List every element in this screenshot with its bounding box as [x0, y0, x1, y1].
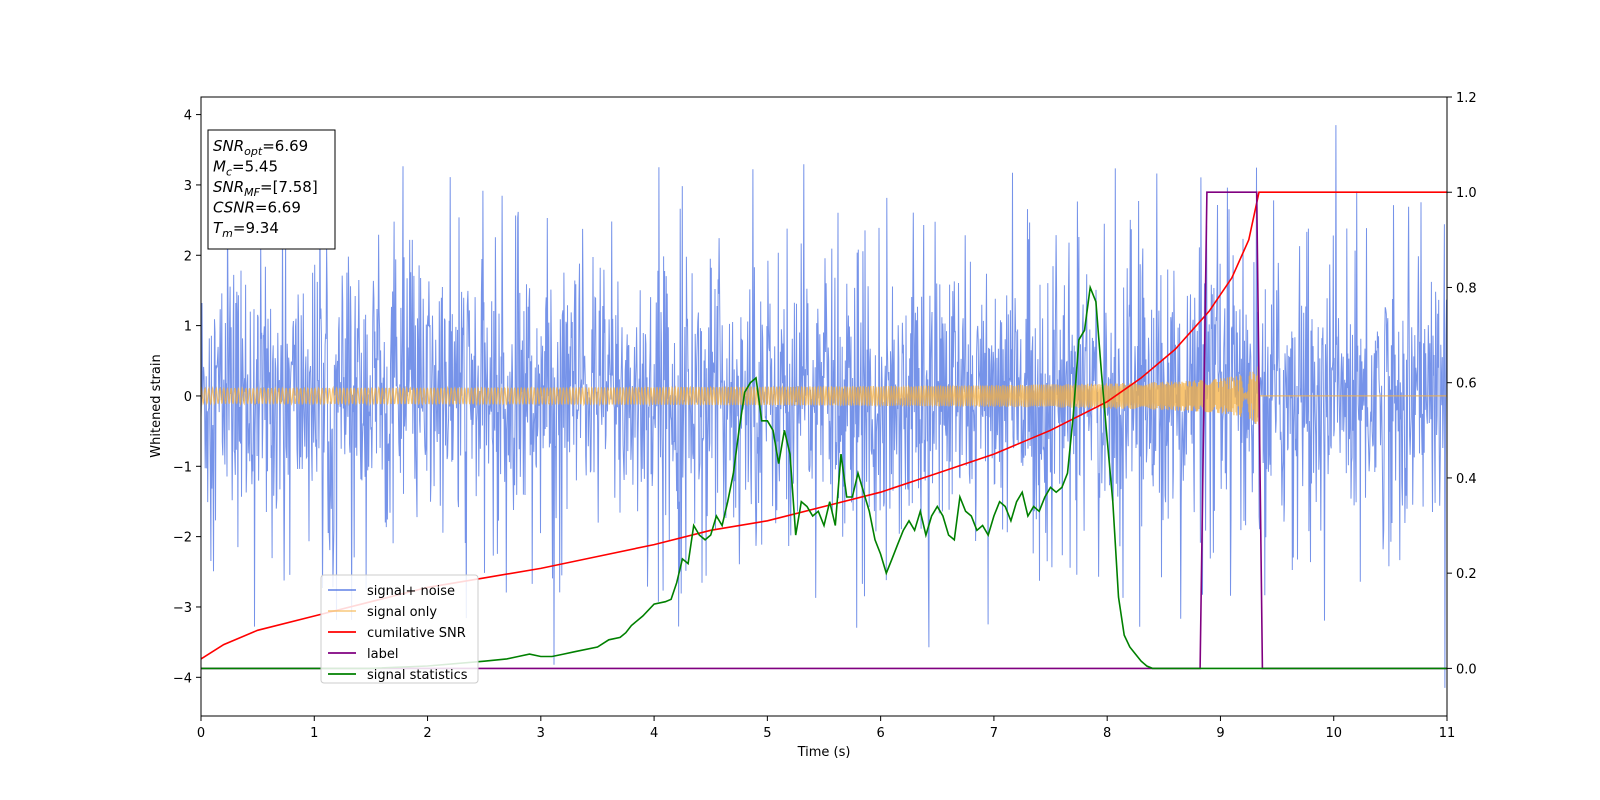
y2-tick-label: 1.2 — [1456, 91, 1477, 106]
x-tick-label: 1 — [310, 726, 318, 741]
x-tick-label: 4 — [650, 726, 658, 741]
info-symbol: CSNR — [213, 199, 255, 217]
y-tick-label: −3 — [173, 601, 192, 616]
info-line: SNRopt=6.69 — [213, 137, 308, 158]
x-tick-label: 5 — [763, 726, 771, 741]
y2-tick-label: 0.0 — [1456, 662, 1477, 677]
plot-frame — [200, 96, 1448, 717]
legend: signal+ noise signal only cumilative SNR la… — [320, 574, 479, 684]
y-axis-label: Whitened strain — [149, 354, 164, 457]
y2-tick-label: 0.6 — [1456, 377, 1477, 392]
series-signal-statistics-line — [201, 284, 1447, 670]
info-value: =9.34 — [233, 219, 279, 237]
y-tick-label: −2 — [173, 531, 192, 546]
x-axis-label: Time (s) — [797, 745, 851, 760]
x-tick-label: 8 — [1103, 726, 1111, 741]
y2-tick-label: 0.8 — [1456, 281, 1477, 296]
x-tick-label: 11 — [1439, 726, 1456, 741]
info-subscript: m — [222, 227, 233, 240]
x-tick-label: 9 — [1216, 726, 1224, 741]
y-axis-left: −4 −3 −2 −1 0 1 2 3 4 — [173, 109, 201, 686]
y-tick-label: 2 — [184, 249, 192, 264]
y-tick-label: 1 — [184, 320, 192, 335]
info-line: SNRMF=[7.58] — [213, 178, 318, 199]
y2-tick-label: 0.4 — [1456, 472, 1477, 487]
series-signal-only-line — [201, 366, 1447, 425]
x-tick-label: 10 — [1325, 726, 1342, 741]
y-tick-label: 3 — [184, 179, 192, 194]
info-line: Mc=5.45 — [213, 158, 278, 179]
info-line: CSNR=6.69 — [213, 199, 301, 217]
x-tick-label: 2 — [423, 726, 431, 741]
legend-label: label — [367, 647, 398, 662]
legend-frame — [320, 574, 479, 684]
y-tick-label: −1 — [173, 460, 192, 475]
info-symbol: SNR — [213, 178, 244, 196]
y-axis-right: 0.0 0.2 0.4 0.6 0.8 1.0 1.2 — [1447, 91, 1477, 677]
x-tick-label: 3 — [537, 726, 545, 741]
info-symbol: T — [213, 219, 224, 237]
info-value: =5.45 — [232, 158, 278, 176]
legend-label: signal+ noise — [367, 584, 455, 599]
y-tick-label: 0 — [184, 390, 192, 405]
legend-label: signal only — [367, 605, 437, 620]
info-box-frame — [207, 129, 336, 250]
info-value: =[7.58] — [260, 178, 318, 196]
y-tick-label: −4 — [173, 671, 192, 686]
x-axis: 0 1 2 3 4 5 6 7 8 9 10 11 — [197, 716, 1455, 741]
info-value: =6.69 — [255, 199, 301, 217]
info-subscript: c — [226, 166, 232, 179]
y2-tick-label: 0.2 — [1456, 567, 1477, 582]
info-subscript: MF — [244, 186, 260, 199]
legend-label: signal statistics — [367, 668, 468, 683]
info-symbol: M — [213, 158, 226, 176]
info-line: Tm=9.34 — [213, 219, 279, 240]
x-tick-label: 0 — [197, 726, 205, 741]
info-box: SNRopt=6.69Mc=5.45SNRMF=[7.58]CSNR=6.69T… — [207, 129, 336, 250]
x-tick-label: 6 — [876, 726, 884, 741]
y-tick-label: 4 — [184, 109, 192, 124]
x-tick-label: 7 — [990, 726, 998, 741]
info-symbol: SNR — [213, 137, 244, 155]
info-value: =6.69 — [262, 137, 308, 155]
info-subscript: opt — [244, 145, 263, 158]
y2-tick-label: 1.0 — [1456, 186, 1477, 201]
legend-label: cumilative SNR — [367, 626, 466, 641]
series-signal-noise-line — [201, 125, 1447, 688]
